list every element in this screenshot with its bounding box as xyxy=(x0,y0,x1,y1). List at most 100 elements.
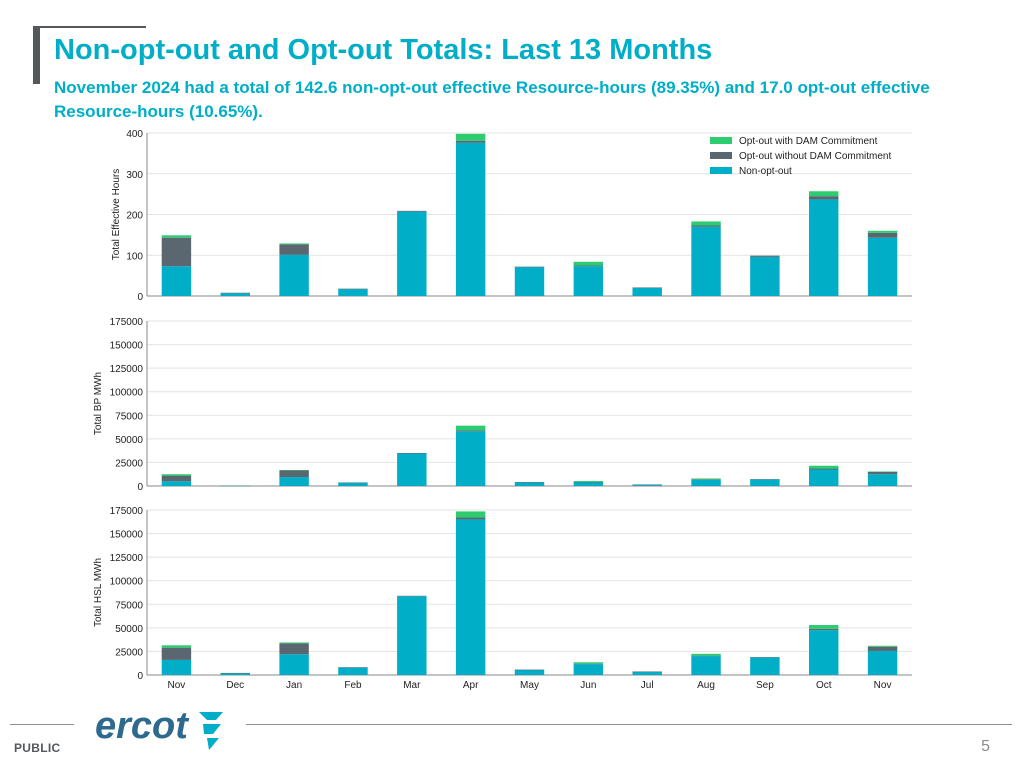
y-tick-label: 100000 xyxy=(110,577,144,588)
bar-segment-opt-out-without-dam-commitment xyxy=(750,255,780,257)
bar-segment-opt-out-with-dam-commitment xyxy=(691,653,721,656)
bar-segment-opt-out-without-dam-commitment xyxy=(279,470,309,478)
y-tick-label: 175000 xyxy=(110,506,144,517)
legend-entry: Opt-out without DAM Commitment xyxy=(739,151,891,162)
bar-segment-non-opt-out xyxy=(514,267,545,296)
bar-segment-non-opt-out xyxy=(750,657,780,675)
bar-segment-opt-out-with-dam-commitment xyxy=(573,261,604,266)
y-tick-label: 100 xyxy=(126,251,143,262)
y-tick-label: 0 xyxy=(137,671,143,682)
bar-segment-opt-out-without-dam-commitment xyxy=(514,669,545,671)
bar-segment-opt-out-without-dam-commitment xyxy=(338,288,368,290)
bar-segment-opt-out-with-dam-commitment xyxy=(161,474,192,476)
bar-segment-non-opt-out xyxy=(867,474,898,486)
bar-segment-non-opt-out xyxy=(397,453,427,486)
ercot-bolt-icon xyxy=(199,712,223,750)
bar-segment-opt-out-without-dam-commitment xyxy=(573,265,604,267)
bar-segment-opt-out-without-dam-commitment xyxy=(691,479,721,480)
bar-segment-opt-out-without-dam-commitment xyxy=(338,667,368,668)
bar-segment-opt-out-without-dam-commitment xyxy=(161,647,192,660)
bar-segment-opt-out-with-dam-commitment xyxy=(691,478,721,480)
logo-text: ercot xyxy=(95,705,189,747)
x-tick-label: Oct xyxy=(816,680,832,691)
bar-segment-opt-out-without-dam-commitment xyxy=(867,646,898,651)
x-tick-label: Apr xyxy=(463,680,479,691)
y-tick-label: 300 xyxy=(126,170,143,181)
bar-segment-opt-out-without-dam-commitment xyxy=(691,655,721,657)
bar-segment-opt-out-without-dam-commitment xyxy=(809,196,839,200)
bar-segment-opt-out-without-dam-commitment xyxy=(573,481,604,483)
bar-segment-opt-out-with-dam-commitment xyxy=(279,243,309,245)
bar-segment-non-opt-out xyxy=(338,667,368,675)
y-tick-label: 125000 xyxy=(110,553,144,564)
bar-segment-opt-out-without-dam-commitment xyxy=(220,672,250,674)
x-tick-label: May xyxy=(520,680,539,691)
bar-segment-non-opt-out xyxy=(632,287,662,296)
bar-segment-opt-out-without-dam-commitment xyxy=(867,232,898,238)
x-tick-label: Nov xyxy=(874,680,892,691)
y-tick-label: 175000 xyxy=(110,317,144,328)
y-tick-label: 200 xyxy=(126,211,143,222)
bar-segment-opt-out-without-dam-commitment xyxy=(750,657,780,658)
bar-segment-opt-out-without-dam-commitment xyxy=(809,468,839,470)
public-label: PUBLIC xyxy=(14,741,61,755)
bar-segment-non-opt-out xyxy=(161,266,192,296)
bar-segment-non-opt-out xyxy=(455,519,486,675)
x-tick-label: Mar xyxy=(403,680,421,691)
bar-segment-non-opt-out xyxy=(338,482,368,486)
bar-segment-opt-out-with-dam-commitment xyxy=(867,645,898,647)
bar-segment-non-opt-out xyxy=(514,669,545,675)
bar-segment-non-opt-out xyxy=(455,142,486,296)
bar-segment-opt-out-without-dam-commitment xyxy=(397,210,427,212)
y-axis-label: Total BP MWh xyxy=(93,372,104,435)
bar-segment-opt-out-without-dam-commitment xyxy=(279,643,309,655)
x-tick-label: Dec xyxy=(226,680,244,691)
bar-segment-non-opt-out xyxy=(220,293,250,296)
bar-segment-opt-out-with-dam-commitment xyxy=(691,221,721,226)
bar-segment-non-opt-out xyxy=(573,482,604,486)
y-tick-label: 50000 xyxy=(115,435,143,446)
legend-entry: Opt-out with DAM Commitment xyxy=(739,136,878,147)
bar-segment-non-opt-out xyxy=(397,211,427,296)
bar-segment-opt-out-without-dam-commitment xyxy=(455,517,486,520)
bar-segment-non-opt-out xyxy=(691,656,721,675)
y-tick-label: 100000 xyxy=(110,388,144,399)
y-tick-label: 0 xyxy=(137,292,143,303)
bar-segment-non-opt-out xyxy=(397,596,427,675)
bar-segment-non-opt-out xyxy=(809,630,839,675)
y-tick-label: 50000 xyxy=(115,624,143,635)
bar-segment-non-opt-out xyxy=(573,664,604,675)
y-tick-label: 400 xyxy=(126,129,143,140)
y-tick-label: 0 xyxy=(137,482,143,493)
bar-segment-opt-out-with-dam-commitment xyxy=(455,425,486,431)
x-tick-label: Jun xyxy=(580,680,596,691)
bar-segment-opt-out-with-dam-commitment xyxy=(573,481,604,482)
bar-segment-opt-out-with-dam-commitment xyxy=(867,471,898,472)
x-tick-label: Feb xyxy=(344,680,362,691)
bar-segment-opt-out-with-dam-commitment xyxy=(809,465,839,469)
bar-segment-non-opt-out xyxy=(161,481,192,486)
x-tick-label: Aug xyxy=(697,680,715,691)
y-tick-label: 125000 xyxy=(110,364,144,375)
title-accent-line xyxy=(40,26,146,28)
bar-segment-non-opt-out xyxy=(809,199,839,296)
bar-segment-opt-out-without-dam-commitment xyxy=(514,266,545,268)
bar-segment-non-opt-out xyxy=(279,254,309,296)
bar-segment-opt-out-with-dam-commitment xyxy=(279,469,309,471)
charts-area: 0 100 200 300 400 Total Effective Hours Opt-ou… xyxy=(93,129,912,691)
bar-segment-non-opt-out xyxy=(867,650,898,675)
title-accent-bar xyxy=(33,26,40,84)
legend-swatch xyxy=(710,152,732,159)
bar-segment-opt-out-without-dam-commitment xyxy=(220,485,250,487)
bar-segment-opt-out-without-dam-commitment xyxy=(632,287,662,288)
x-tick-label: Jul xyxy=(641,680,654,691)
page-number: 5 xyxy=(981,738,990,755)
bar-segment-opt-out-with-dam-commitment xyxy=(455,133,486,141)
bar-segment-non-opt-out xyxy=(279,654,309,675)
y-tick-label: 75000 xyxy=(115,411,143,422)
bar-segment-opt-out-without-dam-commitment xyxy=(632,484,662,485)
bar-segment-opt-out-without-dam-commitment xyxy=(397,595,427,597)
bar-segment-opt-out-without-dam-commitment xyxy=(161,475,192,482)
bar-segment-opt-out-without-dam-commitment xyxy=(691,225,721,227)
x-tick-label: Nov xyxy=(168,680,186,691)
